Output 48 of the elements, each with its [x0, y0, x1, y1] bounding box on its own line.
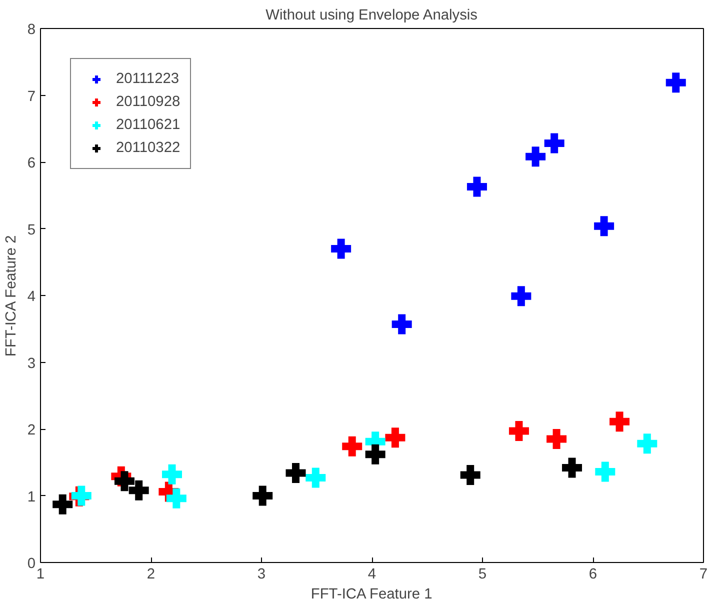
- x-tick-label: 5: [478, 566, 487, 582]
- point: [508, 421, 529, 442]
- point: [128, 480, 149, 500]
- y-axis-title: FFT-ICA Feature 2: [3, 235, 20, 357]
- legend-label: 20110928: [116, 94, 180, 110]
- point: [162, 464, 182, 484]
- point: [306, 468, 326, 488]
- point: [114, 471, 134, 492]
- y-tick-label: 8: [27, 22, 36, 38]
- x-tick-label: 6: [588, 566, 598, 582]
- point: [544, 133, 564, 154]
- point: [594, 216, 614, 236]
- x-tick-label: 7: [699, 566, 708, 582]
- point: [52, 494, 73, 514]
- point: [562, 458, 582, 478]
- x-tick-label: 2: [146, 566, 156, 582]
- point: [365, 444, 386, 464]
- point: [460, 465, 480, 486]
- x-axis-title: FFT-ICA Feature 1: [310, 586, 432, 602]
- point: [595, 462, 616, 482]
- y-tick-label: 6: [27, 156, 36, 172]
- y-tick-label: 3: [27, 356, 36, 372]
- legend-label: 20111223: [116, 71, 180, 87]
- point: [526, 146, 546, 167]
- y-tick-label: 0: [27, 556, 36, 572]
- point: [610, 412, 630, 432]
- point: [546, 429, 567, 450]
- point: [666, 72, 686, 93]
- point: [252, 486, 273, 506]
- point: [286, 463, 306, 484]
- point: [385, 428, 406, 448]
- point: [331, 238, 352, 259]
- legend-label: 20110322: [116, 140, 180, 156]
- point: [166, 488, 186, 508]
- y-tick-label: 5: [27, 222, 36, 238]
- point: [392, 314, 412, 334]
- y-tick-label: 2: [27, 422, 36, 438]
- point: [342, 436, 362, 456]
- legend-label: 20110621: [116, 117, 180, 133]
- x-tick-label: 4: [368, 566, 376, 582]
- chart-title: Without using Envelope Analysis: [266, 8, 478, 24]
- x-tick-label: 3: [257, 566, 266, 582]
- y-tick-label: 4: [27, 289, 36, 305]
- point: [511, 286, 532, 306]
- point: [466, 176, 487, 197]
- y-tick-label: 7: [27, 88, 36, 105]
- y-tick-label: 1: [27, 489, 36, 506]
- point: [637, 434, 658, 454]
